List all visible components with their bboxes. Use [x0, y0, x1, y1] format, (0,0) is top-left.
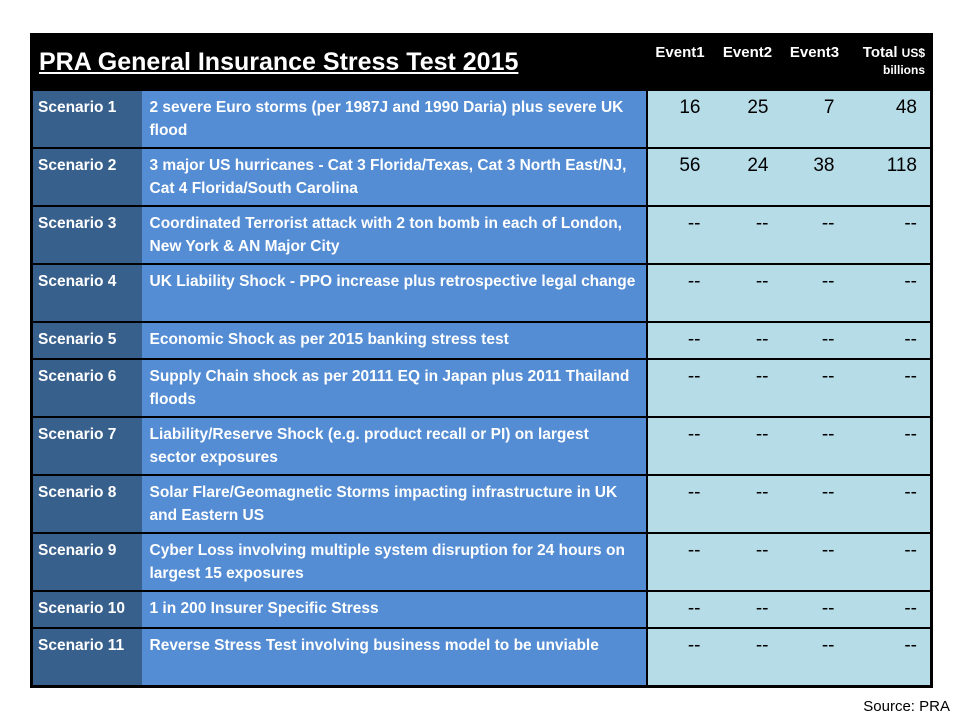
scenario-description: Economic Shock as per 2015 banking stres… — [141, 321, 648, 359]
event2-value: 25 — [713, 89, 782, 148]
event1-value: -- — [646, 263, 714, 322]
source-note: Source: PRA — [863, 698, 950, 715]
table-row-scenario-9: Scenario 9 Cyber Loss involving multiple… — [31, 532, 932, 591]
header-row: PRA General Insurance Stress Test 2015 E… — [31, 34, 932, 90]
table-header: PRA General Insurance Stress Test 2015 E… — [31, 34, 932, 90]
scenario-label: Scenario 4 — [31, 263, 142, 322]
scenario-label: Scenario 1 — [31, 89, 142, 148]
table-title: PRA General Insurance Stress Test 2015 — [39, 48, 519, 76]
scenario-description: Cyber Loss involving multiple system dis… — [141, 532, 648, 591]
event1-value: 56 — [646, 147, 714, 206]
scenario-description: Supply Chain shock as per 20111 EQ in Ja… — [141, 358, 648, 417]
scenario-label: Scenario 9 — [31, 532, 142, 591]
table-row-scenario-7: Scenario 7 Liability/Reserve Shock (e.g.… — [31, 416, 932, 475]
total-value: -- — [847, 532, 932, 591]
total-value: -- — [847, 263, 932, 322]
event1-value: -- — [646, 205, 714, 264]
event3-value: 38 — [781, 147, 848, 206]
total-value: -- — [847, 590, 932, 628]
total-value: -- — [847, 474, 932, 533]
table-row-scenario-1: Scenario 1 2 severe Euro storms (per 198… — [31, 89, 932, 148]
table-row-scenario-5: Scenario 5 Economic Shock as per 2015 ba… — [31, 321, 932, 359]
title-cell: PRA General Insurance Stress Test 2015 — [31, 34, 647, 90]
table-row-scenario-2: Scenario 2 3 major US hurricanes - Cat 3… — [31, 147, 932, 206]
table-row-scenario-8: Scenario 8 Solar Flare/Geomagnetic Storm… — [31, 474, 932, 533]
event1-value: -- — [646, 590, 714, 628]
scenario-description: Liability/Reserve Shock (e.g. product re… — [141, 416, 648, 475]
scenario-description: UK Liability Shock - PPO increase plus r… — [141, 263, 648, 322]
scenario-description: 1 in 200 Insurer Specific Stress — [141, 590, 648, 628]
total-value: 48 — [847, 89, 932, 148]
scenario-description: Reverse Stress Test involving business m… — [141, 627, 648, 686]
total-unit-label: US$ — [901, 46, 925, 60]
event2-value: -- — [713, 416, 782, 475]
total-value: -- — [847, 627, 932, 686]
event3-value: -- — [781, 416, 848, 475]
event2-value: -- — [713, 205, 782, 264]
billions-label: billions — [883, 63, 925, 77]
event3-value: -- — [781, 590, 848, 628]
scenario-label: Scenario 5 — [31, 321, 142, 359]
event1-value: -- — [646, 416, 714, 475]
event3-value: -- — [781, 263, 848, 322]
scenario-label: Scenario 3 — [31, 205, 142, 264]
event3-value: -- — [781, 205, 848, 264]
event2-value: -- — [713, 474, 782, 533]
total-value: 118 — [847, 147, 932, 206]
scenario-description: Coordinated Terrorist attack with 2 ton … — [141, 205, 648, 264]
column-header-event3: Event3 — [781, 34, 848, 90]
event3-value: -- — [781, 321, 848, 359]
table-row-scenario-11: Scenario 11 Reverse Stress Test involvin… — [31, 627, 932, 686]
event2-value: -- — [713, 590, 782, 628]
event1-value: -- — [646, 532, 714, 591]
table-row-scenario-10: Scenario 10 1 in 200 Insurer Specific St… — [31, 590, 932, 628]
table-row-scenario-4: Scenario 4 UK Liability Shock - PPO incr… — [31, 263, 932, 322]
total-value: -- — [847, 321, 932, 359]
scenario-description: Solar Flare/Geomagnetic Storms impacting… — [141, 474, 648, 533]
event3-value: 7 — [781, 89, 848, 148]
event1-value: -- — [646, 474, 714, 533]
scenario-label: Scenario 7 — [31, 416, 142, 475]
event2-value: 24 — [713, 147, 782, 206]
scenario-label: Scenario 6 — [31, 358, 142, 417]
scenario-label: Scenario 8 — [31, 474, 142, 533]
total-value: -- — [847, 205, 932, 264]
column-header-total: Total US$ billions — [847, 34, 932, 90]
event3-value: -- — [781, 358, 848, 417]
event2-value: -- — [713, 627, 782, 686]
table-body: Scenario 1 2 severe Euro storms (per 198… — [31, 89, 932, 686]
stress-test-table: PRA General Insurance Stress Test 2015 E… — [30, 33, 933, 688]
column-header-event1: Event1 — [646, 34, 714, 90]
event2-value: -- — [713, 321, 782, 359]
table-row-scenario-3: Scenario 3 Coordinated Terrorist attack … — [31, 205, 932, 264]
event3-value: -- — [781, 532, 848, 591]
event2-value: -- — [713, 532, 782, 591]
total-value: -- — [847, 358, 932, 417]
scenario-label: Scenario 2 — [31, 147, 142, 206]
scenario-label: Scenario 11 — [31, 627, 142, 686]
scenario-label: Scenario 10 — [31, 590, 142, 628]
event1-value: -- — [646, 321, 714, 359]
event3-value: -- — [781, 474, 848, 533]
table-row-scenario-6: Scenario 6 Supply Chain shock as per 201… — [31, 358, 932, 417]
event2-value: -- — [713, 263, 782, 322]
total-label: Total — [862, 44, 898, 61]
event1-value: -- — [646, 358, 714, 417]
scenario-description: 3 major US hurricanes - Cat 3 Florida/Te… — [141, 147, 648, 206]
event2-value: -- — [713, 358, 782, 417]
event1-value: -- — [646, 627, 714, 686]
scenario-description: 2 severe Euro storms (per 1987J and 1990… — [141, 89, 648, 148]
event1-value: 16 — [646, 89, 714, 148]
column-header-event2: Event2 — [713, 34, 782, 90]
event3-value: -- — [781, 627, 848, 686]
total-value: -- — [847, 416, 932, 475]
